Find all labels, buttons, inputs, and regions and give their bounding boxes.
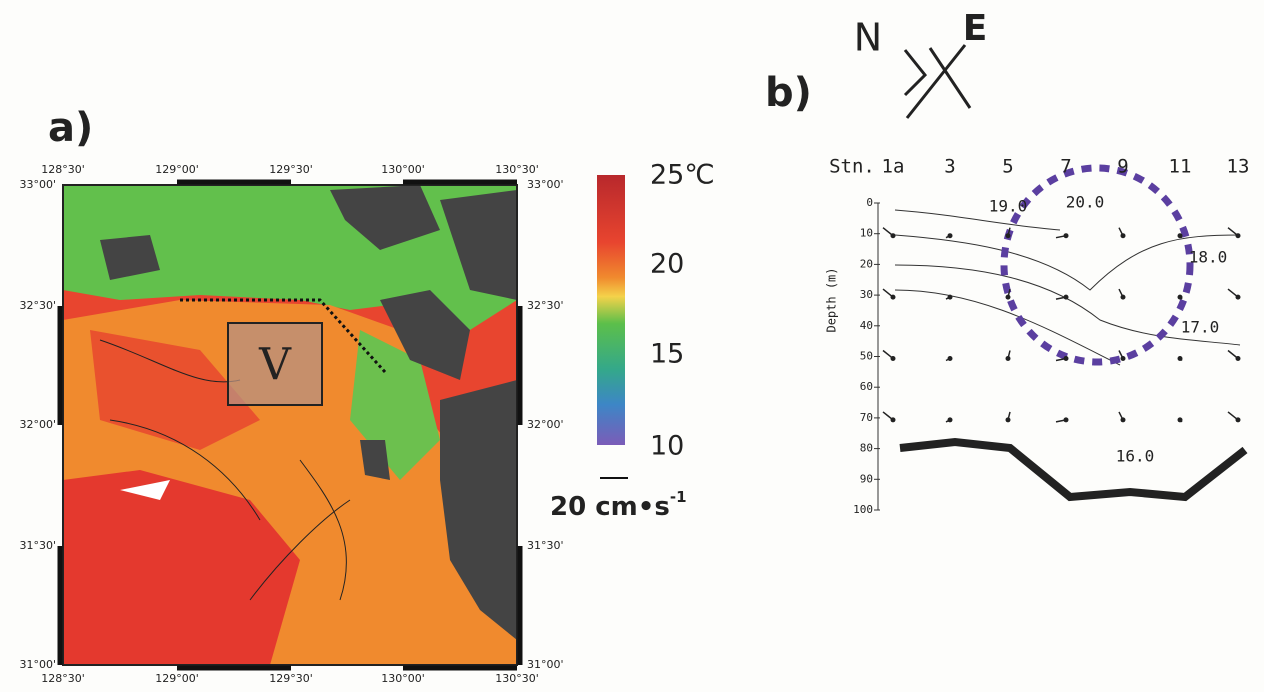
contour-label: 18.0	[1189, 248, 1228, 267]
longitude-label: 130°00'	[381, 163, 425, 176]
station-label: 7	[1060, 156, 1071, 178]
compass-label: E	[963, 8, 988, 49]
longitude-label: 130°30'	[495, 672, 539, 685]
current-vector	[1228, 412, 1238, 420]
current-vector	[883, 412, 893, 420]
contour-label: 17.0	[1181, 318, 1220, 337]
latitude-label: 33°00'	[19, 178, 56, 191]
current-vector	[883, 228, 893, 236]
panel-label: a)	[48, 105, 93, 151]
latitude-label: 31°30'	[19, 539, 56, 552]
current-vector	[883, 289, 893, 297]
longitude-label: 130°30'	[495, 163, 539, 176]
longitude-label: 128°30'	[41, 163, 85, 176]
longitude-label: 129°30'	[269, 163, 313, 176]
current-vector	[1228, 351, 1238, 359]
colorbar-label: 10	[650, 431, 684, 462]
latitude-label: 32°30'	[527, 299, 564, 312]
station-label: 13	[1227, 156, 1250, 178]
colorbar-label: 15	[650, 339, 684, 370]
latitude-label: 32°00'	[527, 418, 564, 431]
compass-arrows	[905, 45, 970, 118]
depth-tick-label: 70	[860, 411, 873, 424]
latitude-label: 32°00'	[19, 418, 56, 431]
depth-tick-label: 30	[860, 288, 873, 301]
depth-tick-label: 0	[866, 196, 873, 209]
current-vector	[1228, 289, 1238, 297]
page: {"panel_a": {"label": "a)", "longitudes"…	[0, 0, 1264, 688]
compass-label: N	[854, 16, 882, 60]
longitude-label: 128°30'	[41, 672, 85, 685]
colorbar-label: 25℃	[650, 160, 715, 191]
depth-tick-label: 40	[860, 319, 873, 332]
station-label: 11	[1169, 156, 1192, 178]
station-label: 3	[944, 156, 955, 178]
panel-label: b)	[765, 70, 812, 116]
current-vector	[883, 351, 893, 359]
contour-label: 16.0	[1116, 447, 1155, 466]
longitude-label: 129°00'	[155, 163, 199, 176]
colorbar	[597, 175, 625, 445]
figure: a) V 20 cm•s-1 b) 128°30' 128°30' 129°00' 1…	[0, 0, 1264, 688]
contour-label: 20.0	[1066, 193, 1105, 212]
box-label: V	[258, 340, 292, 391]
station-label: Stn.	[829, 156, 875, 178]
depth-tick-label: 90	[860, 472, 873, 485]
latitude-label: 31°00'	[527, 658, 564, 671]
depth-tick-label: 10	[860, 227, 873, 240]
current-vector	[1228, 228, 1238, 236]
longitude-label: 130°00'	[381, 672, 425, 685]
depth-tick-label: 100	[853, 503, 873, 516]
depth-tick-label: 60	[860, 380, 873, 393]
depth-tick-label: 80	[860, 442, 873, 455]
sst-map	[63, 185, 517, 665]
depth-tick-label: 20	[860, 257, 873, 270]
latitude-label: 31°30'	[527, 539, 564, 552]
longitude-label: 129°00'	[155, 672, 199, 685]
depth-axis-label: Depth (m)	[825, 267, 839, 332]
latitude-label: 32°30'	[19, 299, 56, 312]
latitude-label: 33°00'	[527, 178, 564, 191]
contour-label: 19.0	[989, 197, 1028, 216]
station-label: 1a	[882, 156, 905, 178]
scale-label: 20 cm•s-1	[550, 488, 687, 522]
longitude-label: 129°30'	[269, 672, 313, 685]
latitude-label: 31°00'	[19, 658, 56, 671]
station-label: 5	[1002, 156, 1013, 178]
colorbar-label: 20	[650, 249, 684, 280]
depth-tick-label: 50	[860, 350, 873, 363]
station-label: 9	[1117, 156, 1128, 178]
